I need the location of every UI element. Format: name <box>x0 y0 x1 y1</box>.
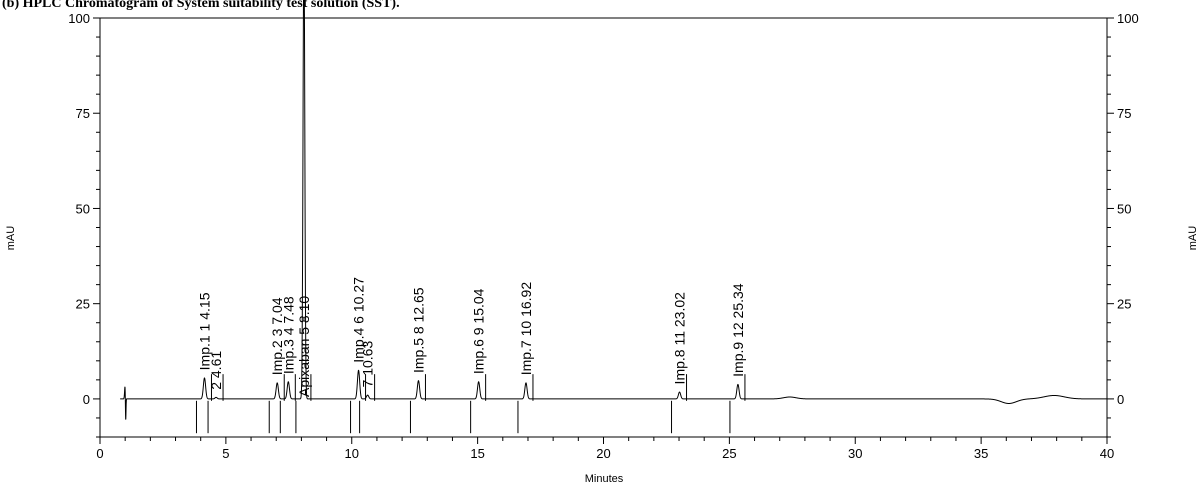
y-tick-label-right: 0 <box>1117 392 1124 407</box>
y-tick-label-left: 50 <box>76 201 90 216</box>
y-tick-label-right: 50 <box>1117 201 1131 216</box>
plot-frame <box>99 17 1108 438</box>
peak-label: 7 10.63 <box>360 341 376 388</box>
y-axis-title-right: mAU <box>1187 226 1199 251</box>
axes-group: 0 5 10 15 20 25 30 35 40 0 0 25 25 50 50 75 75 100 100 <box>68 11 1138 461</box>
peak-label: Imp.9 12 25.34 <box>730 283 746 377</box>
peak-label: 2 4.61 <box>208 351 224 390</box>
y-tick-label-left: 0 <box>83 392 90 407</box>
x-tick-label: 15 <box>470 446 484 461</box>
x-tick-label: 20 <box>596 446 610 461</box>
marks-group <box>195 374 746 434</box>
x-tick-label: 40 <box>1100 446 1114 461</box>
chromatogram-trace <box>120 0 1107 420</box>
peak-label: Imp.1 1 4.15 <box>196 292 212 370</box>
y-tick-label-right: 75 <box>1117 106 1131 121</box>
x-tick-label: 0 <box>96 446 103 461</box>
peak-label: Imp.7 10 16.92 <box>518 282 534 376</box>
peak-label: Imp.3 4 7.48 <box>280 296 296 374</box>
peak-label: Imp.8 11 23.02 <box>672 292 688 385</box>
figure-caption: (b) HPLC Chromatogram of System suitabil… <box>2 0 400 11</box>
y-tick-label-left: 100 <box>68 11 90 26</box>
x-tick-label: 35 <box>974 446 988 461</box>
x-axis-title: Minutes <box>585 473 624 485</box>
trace-group <box>120 0 1107 420</box>
peak-label: Imp.5 8 12.65 <box>410 287 426 373</box>
y-tick-label-left: 25 <box>76 297 90 312</box>
x-tick-label: 30 <box>848 446 862 461</box>
x-tick-label: 10 <box>345 446 359 461</box>
y-tick-label-right: 100 <box>1117 11 1139 26</box>
y-tick-label-right: 25 <box>1117 297 1131 312</box>
peak-label: Imp.6 9 15.04 <box>471 288 487 374</box>
y-axis-title-left: mAU <box>5 226 17 251</box>
peak-label: Imp.4 6 10.27 <box>351 277 367 363</box>
x-tick-label: 25 <box>722 446 736 461</box>
peak-label: Imp.2 3 7.04 <box>269 297 285 375</box>
x-tick-label: 5 <box>222 446 229 461</box>
peak-label: Apixaban 5 8.10 <box>296 296 312 397</box>
y-tick-label-left: 75 <box>76 106 90 121</box>
